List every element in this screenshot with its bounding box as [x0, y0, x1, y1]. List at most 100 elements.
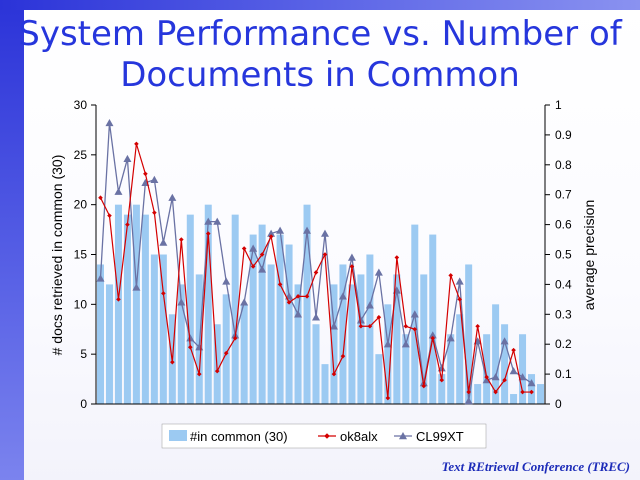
cl99xt-point: [150, 175, 159, 183]
bar-in-common: [312, 324, 320, 404]
bar-in-common: [321, 364, 329, 404]
cl99xt-point: [177, 298, 186, 306]
ok8alx-point: [358, 323, 364, 329]
right-axis-title: average precision: [581, 200, 597, 311]
bar-in-common: [384, 304, 392, 404]
bar-in-common: [357, 274, 365, 404]
top-frame-bar: [0, 0, 640, 10]
ok8alx-point: [232, 335, 238, 341]
cl99xt-series: [96, 118, 536, 405]
ok8alx-point: [322, 252, 328, 257]
ok8alx-point: [223, 350, 229, 356]
right-tick-label: 0.7: [555, 188, 572, 202]
left-tick-label: 5: [80, 347, 87, 361]
bar-in-common: [348, 284, 356, 404]
left-tick-label: 0: [80, 397, 87, 411]
right-tick-label: 0.1: [555, 367, 572, 381]
ok8alx-point: [277, 282, 283, 287]
legend-label-cl99xt: CL99XT: [416, 429, 464, 444]
cl99xt-point: [258, 265, 267, 273]
ok8alx-point: [152, 210, 157, 215]
cl99xt-point: [132, 283, 141, 291]
left-axis-title: # docs retrieved in common (30): [49, 155, 65, 356]
bar-in-common: [276, 234, 284, 404]
bar-in-common: [519, 334, 527, 404]
cl99xt-point: [509, 367, 518, 375]
ok8alx-point: [116, 297, 121, 302]
bar-in-common: [141, 214, 149, 404]
cl99xt-point: [518, 373, 527, 381]
cl99xt-point: [527, 379, 536, 387]
ok8alx-point: [412, 326, 418, 332]
bar-in-common: [402, 334, 410, 404]
bar-in-common: [114, 204, 122, 404]
cl99xt-point: [276, 226, 285, 234]
ok8alx-point: [196, 371, 202, 377]
bar-in-common: [510, 394, 518, 404]
cl99xt-point: [455, 277, 464, 285]
right-tick-label: 0.3: [555, 307, 572, 321]
ok8alx-point: [170, 359, 175, 365]
cl99xt-point: [159, 238, 168, 246]
left-tick-label: 20: [74, 198, 88, 212]
bar-in-common: [492, 304, 500, 404]
ok8alx-point: [421, 383, 427, 389]
cl99xt-point: [356, 316, 365, 324]
bar-in-common: [366, 254, 374, 404]
cl99xt-point: [446, 334, 455, 342]
ok8alx-point: [125, 222, 130, 227]
cl99xt-point: [303, 226, 312, 234]
ok8alx-point: [205, 231, 211, 236]
cl99xt-point: [96, 274, 105, 282]
ok8alx-point: [259, 252, 265, 257]
ok8alx-point: [241, 246, 247, 251]
ok8alx-point: [295, 294, 301, 299]
right-tick-label: 0.4: [555, 277, 572, 291]
ok8alx-point: [304, 294, 310, 299]
cl99xt-point: [222, 277, 231, 285]
bar-in-common: [420, 274, 428, 404]
left-tick-label: 25: [74, 148, 88, 162]
left-frame-bar: [0, 0, 24, 480]
ok8alx-point: [250, 264, 256, 269]
ok8alx-point: [511, 347, 516, 353]
cl99xt-point: [249, 244, 258, 252]
bar-in-common: [294, 284, 302, 404]
cl99xt-point: [374, 268, 383, 276]
bar-in-common: [285, 244, 293, 404]
right-tick-label: 0.5: [555, 248, 572, 262]
ok8alx-point: [520, 389, 525, 395]
bar-in-common: [456, 314, 464, 404]
ok8alx-point: [134, 141, 139, 147]
cl99xt-point: [186, 334, 195, 342]
bar-in-common: [267, 264, 275, 404]
cl99xt-point: [500, 337, 509, 345]
ok8alx-point: [439, 377, 445, 383]
bar-in-common: [123, 214, 131, 404]
bar-in-common: [105, 284, 113, 404]
bar-in-common: [249, 234, 257, 404]
bar-in-common: [222, 294, 230, 404]
footer-caption: Text REtrieval Conference (TREC): [441, 459, 630, 474]
ok8alx-point: [493, 389, 498, 395]
right-axis-ticks: 0 0.1 0.2 0.3 0.4 0.5 0.6 0.7 0.8 0.9 1: [545, 98, 572, 411]
legend-label-in-common: #in common (30): [190, 429, 288, 444]
cl99xt-point: [365, 301, 374, 309]
ok8alx-point: [161, 291, 166, 296]
legend-ok8alx-marker: [324, 433, 330, 439]
ok8alx-point: [529, 389, 534, 395]
ok8alx-point: [349, 264, 355, 269]
cl99xt-point: [168, 193, 177, 201]
bar-in-common: [177, 284, 185, 404]
cl99xt-point: [347, 253, 356, 261]
left-tick-label: 15: [74, 248, 88, 262]
ok8alx-point: [457, 297, 462, 302]
bar-in-common: [231, 214, 239, 404]
ok8alx-point: [385, 395, 391, 401]
ok8alx-point: [331, 371, 337, 377]
ok8alx-point: [376, 314, 382, 320]
cl99xt-point: [240, 298, 249, 306]
right-tick-label: 0.8: [555, 158, 572, 172]
ok8alx-series: [98, 141, 534, 401]
